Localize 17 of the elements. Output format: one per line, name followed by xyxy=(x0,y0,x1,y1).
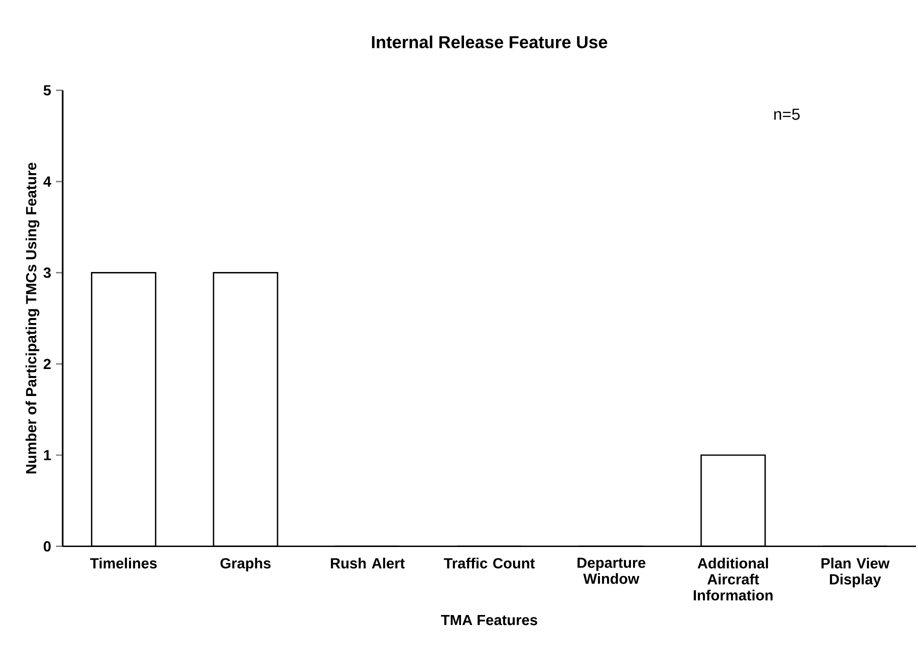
chart-title: Internal Release Feature Use xyxy=(372,36,608,48)
y-tick-label: 4 xyxy=(43,176,52,187)
y-tick-label: 0 xyxy=(44,541,51,552)
x-axis-title: TMA Features xyxy=(441,614,538,626)
y-tick-label: 5 xyxy=(44,85,51,96)
y-tick-label: 2 xyxy=(44,358,51,370)
y-tick-label: 1 xyxy=(44,450,51,460)
y-tick-label: 3 xyxy=(43,268,51,278)
y-axis-title: Number of Participating TMCs Using Feature xyxy=(26,162,40,474)
x-tick-label: Rush Alert xyxy=(330,558,405,568)
x-tick-label: Departure Window xyxy=(578,558,646,584)
x-tick-label: Additional Aircraft Information xyxy=(694,558,773,600)
x-tick-label: Graphs xyxy=(220,558,271,572)
x-tick-label: Plan View Display xyxy=(822,558,890,588)
x-tick-label: Timelines xyxy=(90,558,157,568)
x-tick-label: Traffic Count xyxy=(444,558,535,568)
annotation: n=5 xyxy=(774,108,800,120)
